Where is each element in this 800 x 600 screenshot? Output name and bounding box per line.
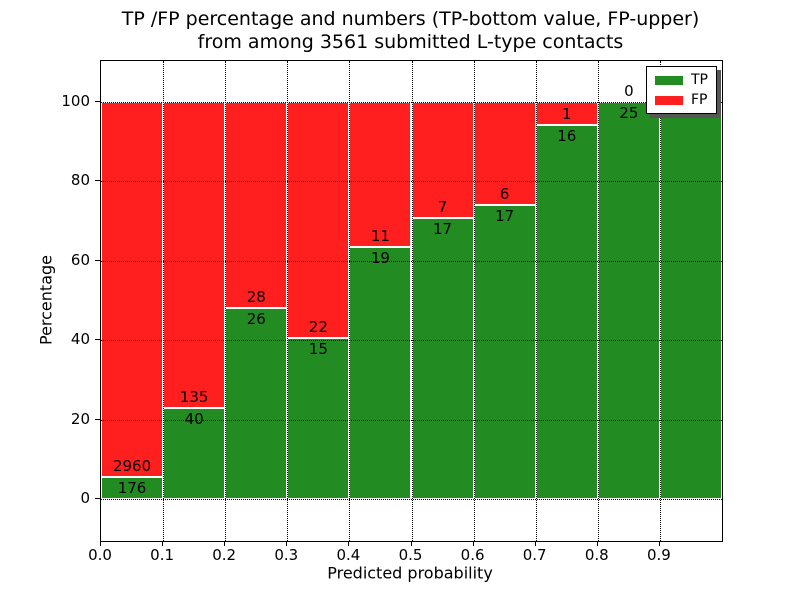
legend-entry: TP [655, 73, 708, 87]
fp-count-label: 28 [246, 287, 266, 306]
tp-count-label: 16 [557, 127, 577, 146]
tp-bar-segment [535, 125, 598, 500]
vertical-gridline [473, 61, 475, 541]
y-tick-mark [95, 498, 100, 500]
x-tick-mark [348, 541, 350, 546]
x-tick-label: 0.8 [584, 546, 609, 564]
y-tick-label: 0 [80, 489, 90, 508]
x-tick-mark [100, 541, 101, 546]
vertical-gridline [535, 61, 537, 541]
x-tick-label: 0.9 [646, 546, 671, 564]
bars-layer [101, 61, 722, 541]
fp-bar-segment [163, 101, 226, 409]
chart-title-line2: from among 3561 submitted L-type contact… [197, 31, 624, 53]
vertical-gridline [287, 61, 289, 541]
fp-count-label: 1 [561, 105, 572, 124]
x-tick-mark [286, 541, 288, 546]
fp-bar-segment [101, 101, 164, 477]
tp-count-label: 15 [308, 339, 328, 358]
x-tick-label: 0.2 [212, 546, 237, 564]
fp-count-label: 22 [308, 317, 328, 336]
tp-bar-segment [411, 217, 474, 500]
fp-count-label: 11 [370, 227, 390, 246]
x-tick-mark [596, 541, 598, 546]
tp-count-label: 40 [184, 410, 204, 429]
fp-count-label: 2960 [112, 456, 152, 475]
x-tick-mark [224, 541, 226, 546]
x-tick-mark [472, 541, 474, 546]
tp-count-label: 17 [433, 219, 453, 238]
y-tick-mark [95, 418, 100, 420]
legend-entry-label: TP [691, 72, 708, 88]
legend-entry: FP [655, 93, 708, 107]
fp-bar-segment [287, 101, 350, 338]
chart-title-line1: TP /FP percentage and numbers (TP-bottom… [121, 8, 700, 30]
fp-count-label: 7 [437, 197, 448, 216]
grid-layer [101, 61, 722, 541]
tp-bar-segment [163, 408, 226, 500]
tp-bar-segment [597, 101, 660, 500]
fp-legend-swatch [655, 95, 683, 105]
tp-count-label: 26 [246, 309, 266, 328]
tp-count-label: 176 [117, 478, 147, 497]
x-tick-mark [658, 541, 660, 546]
y-tick-label: 60 [70, 250, 90, 269]
vertical-gridline [411, 61, 413, 541]
fp-count-label: 6 [499, 185, 510, 204]
x-tick-label: 0.7 [522, 546, 547, 564]
y-tick-label: 100 [61, 91, 90, 110]
vertical-gridline [225, 61, 227, 541]
x-tick-mark [410, 541, 412, 546]
y-tick-mark [95, 180, 100, 182]
x-tick-label: 0.4 [336, 546, 361, 564]
y-tick-label: 40 [70, 330, 90, 349]
vertical-gridline [659, 61, 661, 541]
x-tick-label: 0.6 [460, 546, 485, 564]
tp-bar-segment [473, 205, 536, 500]
vertical-gridline [597, 61, 599, 541]
x-tick-mark [534, 541, 536, 546]
vertical-gridline [163, 61, 165, 541]
fp-count-label: 0 [624, 81, 634, 100]
tp-count-label: 17 [495, 207, 515, 226]
bar-labels-layer: 296017613540282622151119717617116025040 [101, 61, 722, 541]
y-tick-label: 20 [70, 409, 90, 428]
x-tick-label: 0.0 [88, 546, 112, 564]
y-tick-mark [95, 259, 100, 261]
tp-count-label: 25 [619, 103, 639, 122]
y-tick-mark [95, 339, 100, 341]
legend-entry-label: FP [691, 92, 708, 108]
x-axis-label: Predicted probability [327, 563, 493, 583]
fp-count-label: 135 [179, 388, 209, 407]
chart-title: TP /FP percentage and numbers (TP-bottom… [100, 8, 721, 54]
x-tick-mark [162, 541, 164, 546]
x-tick-label: 0.5 [398, 546, 423, 564]
plot-area: 296017613540282622151119717617116025040 [100, 60, 723, 542]
x-tick-label: 0.1 [150, 546, 175, 564]
x-tick-label: 0.3 [274, 546, 299, 564]
vertical-gridline [349, 61, 351, 541]
tp-count-label: 19 [370, 249, 390, 268]
y-tick-mark [95, 100, 100, 102]
legend: TP FP [646, 66, 717, 114]
tp-bar-segment [659, 101, 722, 500]
y-tick-label: 80 [70, 171, 90, 190]
tp-legend-swatch [655, 75, 683, 85]
tp-bar-segment [101, 476, 164, 500]
